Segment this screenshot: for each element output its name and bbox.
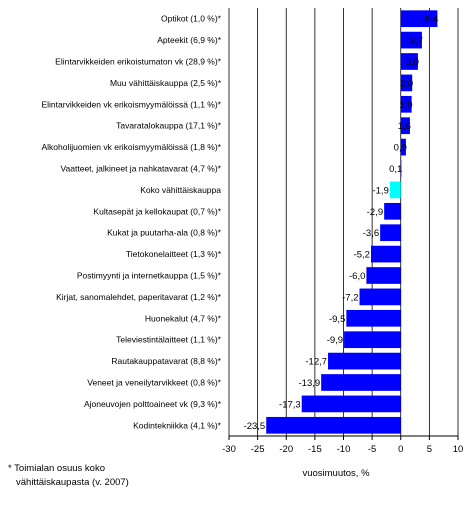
category-label: Huonekalut (4,7 %)* xyxy=(145,313,222,323)
bars xyxy=(266,10,438,434)
value-label: -12,7 xyxy=(305,357,327,368)
category-label: Vaatteet, jalkineet ja nahkatavarat (4,7… xyxy=(61,164,222,174)
category-label: Tietokonelaitteet (1,3 %)* xyxy=(126,249,222,259)
value-label: 6,4 xyxy=(425,14,438,25)
x-tick-label: -25 xyxy=(251,444,265,455)
value-label: -17,3 xyxy=(279,399,301,410)
category-label: Elintarvikkeiden vk erikoismyymälöissä (… xyxy=(41,99,221,109)
category-label: Koko vähittäiskauppa xyxy=(140,185,221,195)
bar xyxy=(344,331,401,349)
value-labels: 6,43,7 3,0 2,0 1,9 1,6 0,9 0,1-1,9 -2,9 -3,6 -5,2… xyxy=(244,14,439,432)
footnote: * Toimialan osuus koko vähittäiskaupasta… xyxy=(8,462,129,490)
value-label: 0,1 xyxy=(389,164,402,175)
x-tick-label: -5 xyxy=(368,444,376,455)
category-label: Elintarvikkeiden erikoistumaton vk (28,9… xyxy=(55,57,222,67)
bar xyxy=(301,395,401,413)
value-label: -9,9 xyxy=(327,335,343,346)
x-axis-title: vuosimuutos, % xyxy=(302,468,370,479)
bar xyxy=(389,181,401,199)
category-label: Rautakauppatavarat (8,8 %)* xyxy=(111,356,221,366)
bar xyxy=(370,245,401,263)
bar xyxy=(400,53,418,70)
bar xyxy=(400,138,406,156)
category-label: Ajoneuvojen polttoaineet vk (9,3 %)* xyxy=(84,399,222,409)
value-label: -7,2 xyxy=(342,292,358,303)
bar xyxy=(346,309,401,327)
category-label: Apteekit (6,9 %)* xyxy=(157,35,221,45)
x-tick-label: -30 xyxy=(222,444,236,455)
category-label: Tavaratalokauppa (17,1 %)* xyxy=(116,121,222,131)
bar xyxy=(321,374,401,391)
bar xyxy=(400,31,422,49)
value-label: 2,0 xyxy=(400,78,413,89)
category-label: Kukat ja puutarha-ala (0,8 %)* xyxy=(107,228,222,238)
category-label: Alkoholijuomien vk erikoismyymälöissä (1… xyxy=(41,142,221,152)
x-tick-label: -10 xyxy=(337,444,351,455)
bar xyxy=(400,74,413,92)
category-label: Muu vähittäiskauppa (2,5 %)* xyxy=(110,78,222,88)
category-label: Postimyynti ja internetkauppa (1,5 %)* xyxy=(77,271,222,281)
x-tick-label: -20 xyxy=(279,444,293,455)
category-label: Kodintekniikka (4,1 %)* xyxy=(133,420,222,430)
value-label: 3,7 xyxy=(410,36,423,47)
value-label: 3,0 xyxy=(406,57,419,68)
value-label: -5,2 xyxy=(354,250,370,261)
bar xyxy=(266,416,401,434)
bar xyxy=(400,10,438,28)
bar xyxy=(400,117,410,135)
category-label: Kirjat, sanomalehdet, paperitavarat (1,2… xyxy=(56,292,222,302)
category-label: Optikot (1,0 %)* xyxy=(161,14,222,24)
value-label: -9,5 xyxy=(329,314,345,325)
category-label: Veneet ja veneilytarvikkeet (0,8 %)* xyxy=(87,378,221,388)
category-labels: Optikot (1,0 %)* Apteekit (6,9 %)* Elintar… xyxy=(41,14,221,431)
value-label: -13,9 xyxy=(299,378,321,389)
value-label: -1,9 xyxy=(372,185,388,196)
bar xyxy=(366,267,401,284)
x-tick-label: 5 xyxy=(427,444,432,455)
value-label: -6,0 xyxy=(349,271,365,282)
bar xyxy=(380,224,401,242)
value-label: -2,9 xyxy=(367,207,383,218)
category-label: Kultasepät ja kellokaupat (0,7 %)* xyxy=(93,206,221,216)
value-label: 1,9 xyxy=(399,100,412,111)
x-tick-label: -15 xyxy=(308,444,322,455)
value-label: -23,5 xyxy=(244,421,266,432)
bar xyxy=(359,288,401,306)
category-label: Televiestintälaitteet (1,1 %)* xyxy=(116,335,222,345)
bar xyxy=(328,352,401,370)
x-tick-label: 10 xyxy=(453,444,464,455)
footnote-line-2: vähittäiskaupasta (v. 2007) xyxy=(16,477,129,488)
value-label: -3,6 xyxy=(363,228,379,239)
bar xyxy=(384,202,401,220)
footnote-line-1: * Toimialan osuus koko xyxy=(8,463,105,474)
gridlines xyxy=(228,8,459,436)
x-axis: -30 -25 -20 -15 -10 -5 0 5 10 xyxy=(222,435,464,455)
x-tick-label: 0 xyxy=(398,444,403,455)
bar xyxy=(400,160,402,177)
bar xyxy=(400,95,412,113)
value-label: 1,6 xyxy=(398,121,411,132)
value-label: 0,9 xyxy=(394,143,407,154)
